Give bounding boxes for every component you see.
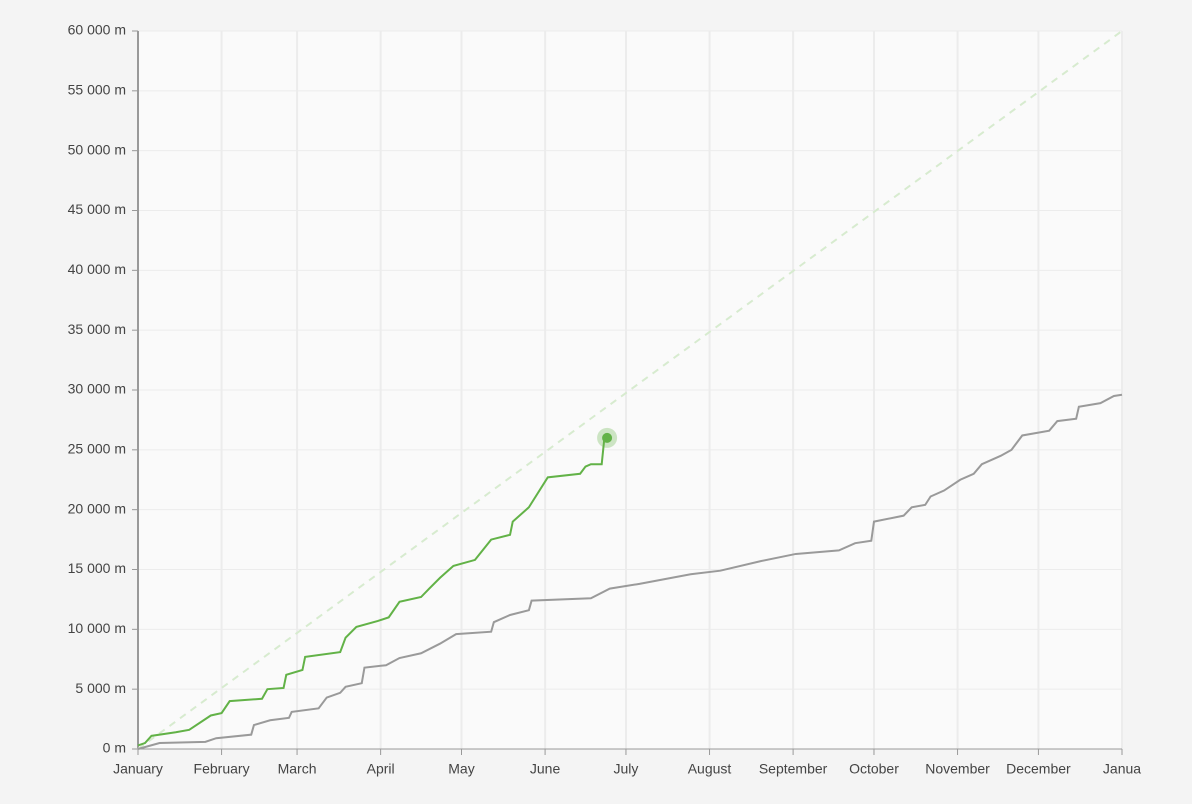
x-tick-label: November — [925, 761, 990, 777]
x-tick-label: Janua — [1103, 761, 1141, 777]
series-line — [137, 393, 1123, 750]
x-tick-label: October — [849, 761, 899, 777]
x-tick-label: August — [688, 761, 732, 777]
x-tick-label: January — [113, 761, 163, 777]
x-tick-label: April — [367, 761, 395, 777]
y-tick-label: 25 000 m — [68, 441, 126, 457]
y-tick-label: 55 000 m — [68, 82, 126, 98]
y-tick-label: 40 000 m — [68, 261, 126, 277]
series-line — [137, 436, 608, 747]
x-tick-label: February — [194, 761, 250, 777]
y-tick-label: 45 000 m — [68, 201, 126, 217]
y-tick-label: 5 000 m — [75, 680, 126, 696]
y-tick-label: 10 000 m — [68, 620, 126, 636]
y-tick-label: 60 000 m — [68, 22, 126, 38]
y-tick-label: 15 000 m — [68, 560, 126, 576]
x-tick-label: March — [278, 761, 317, 777]
series-line — [137, 30, 1123, 750]
end-point — [602, 432, 613, 443]
y-tick-label: 30 000 m — [68, 381, 126, 397]
x-tick-label: May — [448, 761, 474, 777]
x-tick-label: December — [1006, 761, 1071, 777]
y-tick-label: 50 000 m — [68, 141, 126, 157]
y-tick-label: 20 000 m — [68, 500, 126, 516]
x-tick-label: July — [614, 761, 639, 777]
y-tick-label: 0 m — [103, 740, 126, 756]
x-tick-label: June — [530, 761, 561, 777]
y-tick-label: 35 000 m — [68, 321, 126, 337]
x-tick-label: September — [759, 761, 828, 777]
